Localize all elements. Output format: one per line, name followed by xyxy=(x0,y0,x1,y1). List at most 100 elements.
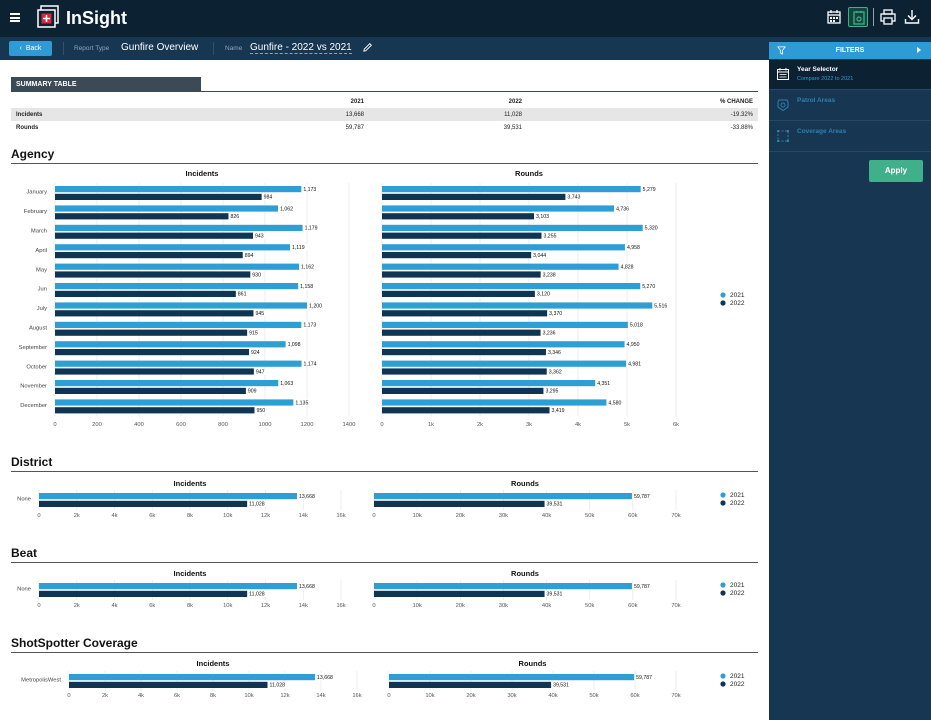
x-tick-label: 10k xyxy=(412,603,421,609)
bar-2022 xyxy=(39,590,248,597)
legend-marker xyxy=(720,300,726,306)
bar-2021 xyxy=(382,186,641,193)
divider xyxy=(11,652,758,653)
data-label: 1,173 xyxy=(303,187,316,193)
bar-2021 xyxy=(55,186,302,193)
table-cell: 11,028 xyxy=(369,108,527,121)
category-label: August xyxy=(29,326,47,332)
bar-2022 xyxy=(55,387,246,394)
data-label-bg xyxy=(254,232,266,239)
x-tick-label: 1k xyxy=(428,422,434,428)
bar-2021 xyxy=(55,224,303,231)
x-tick-label: 800 xyxy=(218,422,228,428)
chart-title: Incidents xyxy=(174,569,207,578)
filter-coverage-areas[interactable]: Coverage Areas xyxy=(769,122,931,152)
edit-pencil-icon[interactable] xyxy=(362,42,373,53)
x-tick-label: 2k xyxy=(477,422,483,428)
data-label: 3,238 xyxy=(543,272,556,278)
bar-2022 xyxy=(55,213,229,220)
legend-marker xyxy=(720,292,726,298)
filters-title: FILTERS xyxy=(835,47,865,54)
data-label: 4,981 xyxy=(628,362,641,368)
category-label: None xyxy=(17,497,31,503)
x-tick-label: 50k xyxy=(589,693,598,699)
filter-patrol-areas[interactable]: Patrol Areas xyxy=(769,91,931,121)
bar-2022 xyxy=(382,252,532,259)
data-label-bg xyxy=(641,283,659,290)
print-icon[interactable] xyxy=(878,7,898,27)
data-label-bg xyxy=(635,674,656,681)
data-label: 924 xyxy=(251,350,260,356)
x-tick-label: 10k xyxy=(223,603,232,609)
bar-2022 xyxy=(382,271,541,278)
category-label: January xyxy=(26,190,47,196)
report-content: SUMMARY TABLE 2021 2022 % CHANGE Inciden… xyxy=(0,60,769,720)
x-tick-label: 8k xyxy=(187,603,193,609)
apply-button[interactable]: Apply xyxy=(869,160,923,182)
x-tick-label: 400 xyxy=(134,422,144,428)
data-label-bg xyxy=(535,213,553,220)
data-label-bg xyxy=(547,368,566,375)
download-icon[interactable] xyxy=(902,7,922,27)
table-cell: 39,531 xyxy=(503,124,522,131)
bar-2022 xyxy=(382,368,547,375)
divider xyxy=(11,562,758,563)
bar-2022 xyxy=(55,193,262,200)
category-label: November xyxy=(20,384,47,390)
report-name-value[interactable]: Gunfire - 2022 vs 2021 xyxy=(250,42,352,54)
category-label: February xyxy=(24,209,47,215)
legend-label: 2022 xyxy=(730,300,745,307)
legend-label: 2021 xyxy=(730,673,745,680)
x-tick-label: 12k xyxy=(280,693,289,699)
x-tick-label: 30k xyxy=(499,513,508,519)
bar-2021 xyxy=(382,283,641,290)
data-label-bg xyxy=(615,205,633,212)
chart-title: Incidents xyxy=(197,659,230,668)
category-label: MetropolisWest xyxy=(21,678,61,684)
saved-report-icon[interactable] xyxy=(848,7,868,27)
report-type-value[interactable]: Gunfire Overview xyxy=(121,42,199,53)
hamburger-menu-icon[interactable] xyxy=(10,13,20,22)
bar-2021 xyxy=(39,583,297,590)
data-label: 947 xyxy=(256,369,265,375)
x-tick-label: 1000 xyxy=(259,422,272,428)
chart-title: Incidents xyxy=(186,169,219,178)
x-tick-label: 200 xyxy=(92,422,102,428)
data-label-bg xyxy=(541,329,560,336)
calendar-icon[interactable] xyxy=(824,7,844,27)
x-tick-label: 70k xyxy=(671,693,680,699)
data-label: 11,028 xyxy=(249,592,265,598)
bar-2021 xyxy=(69,674,316,681)
x-tick-label: 12k xyxy=(261,603,270,609)
x-tick-label: 40k xyxy=(542,603,551,609)
legend-marker xyxy=(720,590,726,596)
legend-label: 2021 xyxy=(730,292,745,299)
funnel-icon xyxy=(777,46,786,55)
report-name-label: Name xyxy=(225,45,243,52)
category-label: July xyxy=(37,306,47,312)
data-label-bg xyxy=(297,583,319,590)
data-label: 1,135 xyxy=(295,400,308,406)
legend-label: 2022 xyxy=(730,681,745,688)
filters-header[interactable]: FILTERS xyxy=(769,42,931,59)
data-label: 13,668 xyxy=(317,675,333,681)
back-button[interactable]: ‹ Back xyxy=(9,41,52,56)
bar-2022 xyxy=(55,310,254,317)
table-cell: Rounds xyxy=(16,124,39,131)
data-label-bg xyxy=(625,341,644,348)
expand-arrow-icon[interactable] xyxy=(917,47,921,53)
x-tick-label: 3k xyxy=(526,422,532,428)
x-tick-label: 2k xyxy=(74,513,80,519)
data-label: 39,531 xyxy=(547,502,563,508)
data-label: 3,370 xyxy=(549,311,562,317)
x-tick-label: 6k xyxy=(174,693,180,699)
data-label: 13,668 xyxy=(299,494,315,500)
data-label-bg xyxy=(254,368,267,375)
chart-title: Rounds xyxy=(511,569,539,578)
category-label: May xyxy=(36,267,47,273)
bar-2021 xyxy=(382,263,619,270)
data-label-bg xyxy=(248,590,269,597)
filter-year-selector[interactable]: Year Selector Compare 2022 to 2021 xyxy=(769,60,931,90)
filter-title: Coverage Areas xyxy=(797,128,847,135)
